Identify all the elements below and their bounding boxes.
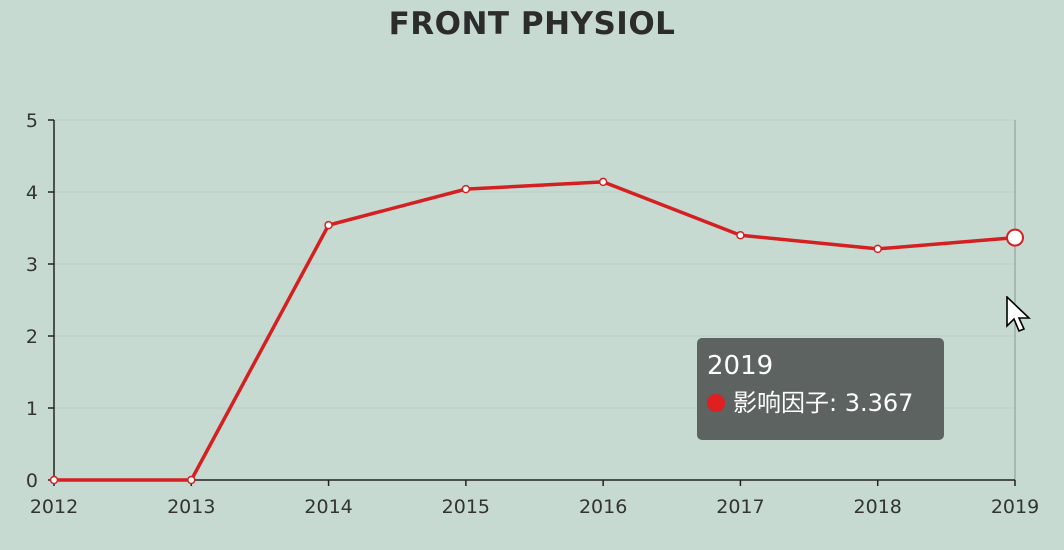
- series-line: [54, 180, 1016, 482]
- y-tick-label: 4: [26, 182, 38, 204]
- data-point: [598, 177, 608, 187]
- x-tick-label: 2016: [579, 496, 627, 518]
- mouse-cursor-icon: [1006, 296, 1031, 333]
- x-tick-label: 2019: [991, 496, 1039, 518]
- data-point: [461, 184, 471, 194]
- x-tick-label: 2015: [442, 496, 490, 518]
- y-tick-label: 5: [26, 110, 38, 132]
- data-point: [187, 475, 196, 485]
- tooltip-value: 影响因子: 3.367: [733, 389, 914, 417]
- x-tick-label: 2017: [716, 496, 764, 518]
- y-tick-label: 3: [26, 254, 38, 276]
- x-tick-label: 2018: [854, 496, 902, 518]
- y-tick-label: 2: [26, 326, 38, 348]
- x-tick-label: 2014: [304, 496, 352, 518]
- tooltip-title: 2019: [707, 351, 774, 381]
- data-point: [324, 220, 333, 230]
- data-point: [873, 244, 882, 254]
- data-point: [1006, 228, 1024, 247]
- x-tick-label: 2013: [167, 496, 215, 518]
- tooltip: 2019 影响因子: 3.367: [697, 338, 944, 440]
- series-dot-icon: [707, 394, 725, 412]
- chart-title: FRONT PHYSIOL: [388, 6, 676, 42]
- data-point: [736, 230, 745, 240]
- x-tick-label: 2012: [30, 496, 78, 518]
- y-tick-label: 0: [26, 470, 38, 492]
- data-point: [49, 475, 59, 485]
- tooltip-row: 影响因子: 3.367: [707, 386, 934, 420]
- y-tick-label: 1: [26, 398, 38, 420]
